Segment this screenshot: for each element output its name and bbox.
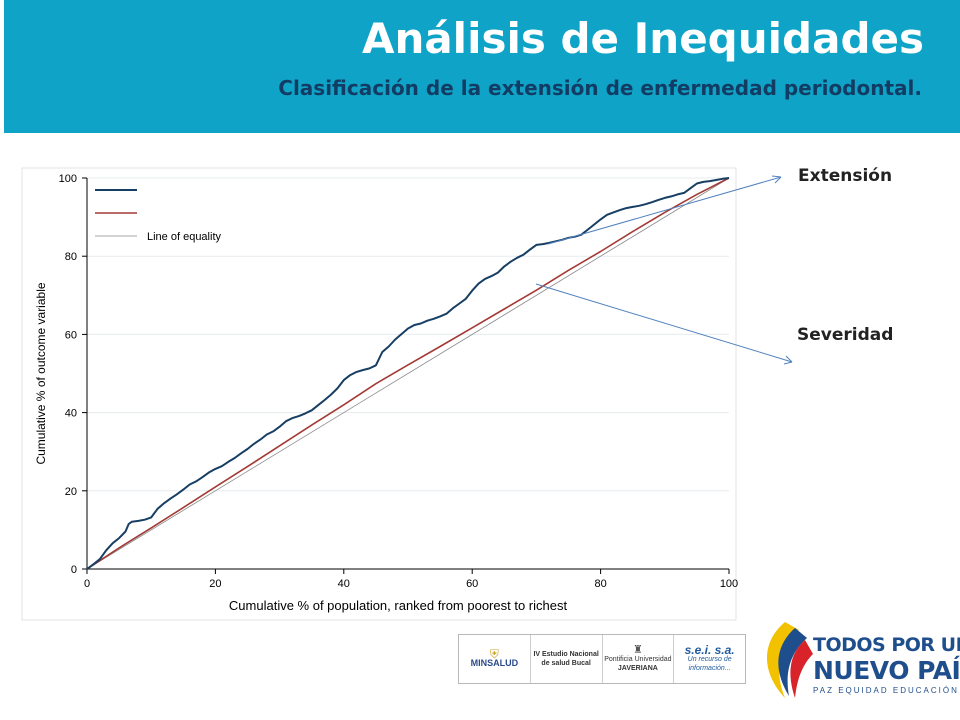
page-subtitle: Clasificación de la extensión de enferme… bbox=[278, 76, 922, 100]
arrow-severity bbox=[535, 283, 793, 363]
arrowhead-extension bbox=[771, 175, 782, 184]
x-tick-label-100: 100 bbox=[720, 578, 738, 590]
callout-extension: Extensión bbox=[798, 166, 893, 186]
brand-todos-por-un-nuevo-pais: TODOS POR UN NUEVO PAÍS PAZ EQUIDAD EDUC… bbox=[755, 618, 960, 702]
chart-frame bbox=[21, 167, 737, 621]
series-line-extension bbox=[86, 177, 730, 570]
logo-javeriana: ♜ Pontificia Universidad JAVERIANA bbox=[603, 635, 675, 683]
minsalud-label: MINSALUD bbox=[470, 658, 519, 668]
callout-severity: Severidad bbox=[797, 325, 894, 345]
x-tick-label-80: 80 bbox=[594, 578, 606, 590]
brand-line1: TODOS POR UN bbox=[813, 634, 960, 656]
sei-label: s.e.i. s.a. bbox=[684, 642, 735, 657]
arrowhead-severity bbox=[783, 355, 793, 365]
javeriana-line2: JAVERIANA bbox=[617, 664, 658, 672]
series-line-severity bbox=[86, 177, 730, 570]
y-tick-label-60: 60 bbox=[65, 329, 77, 341]
arrow-extension bbox=[547, 176, 782, 245]
series bbox=[86, 177, 730, 570]
sei-tagline: Un recurso de información... bbox=[687, 655, 732, 672]
x-tick-label-0: 0 bbox=[84, 578, 90, 590]
shield-icon: ⛨ bbox=[489, 647, 499, 661]
study-line1: IV Estudio Nacional bbox=[533, 651, 599, 658]
grid bbox=[87, 177, 729, 492]
legend: Line of equality bbox=[95, 189, 221, 243]
logo-study: IV Estudio Nacional de salud Bucal bbox=[531, 635, 603, 683]
series-line-equality bbox=[86, 177, 730, 570]
y-tick-label-0: 0 bbox=[71, 564, 77, 576]
y-tick-label-80: 80 bbox=[65, 251, 77, 263]
y-tick-label-100: 100 bbox=[59, 173, 77, 185]
axes: 0 20 40 60 80 100 0 20 40 60 80 100 Cumulative % of … bbox=[34, 173, 738, 613]
x-tick-label-40: 40 bbox=[338, 578, 350, 590]
crest-icon: ♜ bbox=[632, 643, 643, 656]
x-axis-label: Cumulative % of population, ranked from … bbox=[229, 598, 568, 613]
brand-line3: PAZ EQUIDAD EDUCACIÓN bbox=[813, 686, 959, 695]
y-tick-label-20: 20 bbox=[65, 486, 77, 498]
x-tick-label-20: 20 bbox=[209, 578, 221, 590]
header-banner: Análisis de Inequidades Clasificación de… bbox=[4, 0, 960, 133]
study-line2: de salud Bucal bbox=[541, 660, 591, 667]
x-tick-label-60: 60 bbox=[466, 578, 478, 590]
brand-swirl-icon bbox=[766, 622, 813, 698]
javeriana-line1: Pontificia Universidad bbox=[604, 655, 672, 663]
partner-logos: ⛨ MINSALUD IV Estudio Nacional de salud … bbox=[458, 634, 746, 684]
legend-label-3: Line of equality bbox=[147, 231, 221, 243]
logo-minsalud: ⛨ MINSALUD bbox=[459, 635, 531, 683]
callout-arrows bbox=[535, 175, 793, 365]
logo-sei: s.e.i. s.a. Un recurso de información... bbox=[674, 635, 745, 683]
page-title: Análisis de Inequidades bbox=[361, 14, 924, 63]
brand-line2: NUEVO PAÍS bbox=[813, 656, 960, 685]
y-axis-label: Cumulative % of outcome variable bbox=[34, 282, 48, 464]
y-tick-label-40: 40 bbox=[65, 408, 77, 420]
